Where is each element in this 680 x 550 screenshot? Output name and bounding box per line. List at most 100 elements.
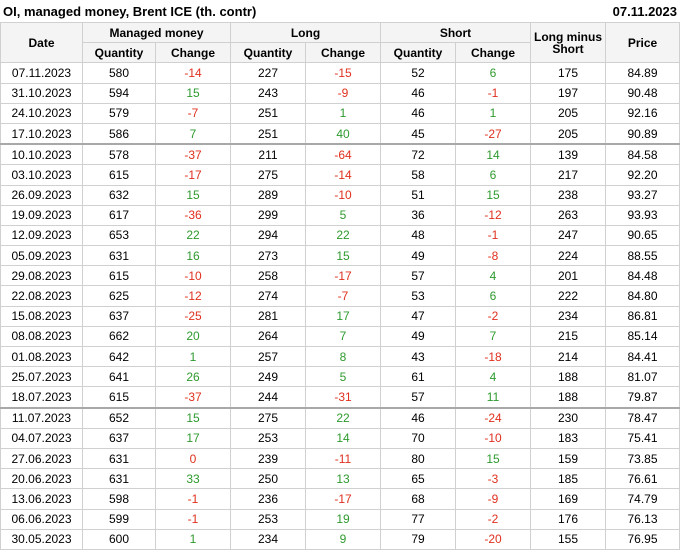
date: 12.09.2023 <box>0 224 83 247</box>
row: 03.10.2023 615 -17 275 -14 58 6 217 92.20 <box>0 164 680 186</box>
long-minus-short: 224 <box>530 245 607 267</box>
short-change: -27 <box>455 122 532 145</box>
price: 84.80 <box>605 285 680 307</box>
row: 12.09.2023 653 22 294 22 48 -1 247 90.65 <box>0 224 680 247</box>
short-change: -24 <box>455 406 532 429</box>
short-quantity: 46 <box>380 406 457 429</box>
row: 11.07.2023 652 15 275 22 46 -24 230 78.47 <box>0 406 680 429</box>
mm-quantity: 653 <box>82 224 156 247</box>
long-quantity: 234 <box>230 528 306 550</box>
date: 03.10.2023 <box>0 164 83 186</box>
date: 26.09.2023 <box>0 184 83 206</box>
mm-quantity: 642 <box>82 345 156 368</box>
mm-quantity: 632 <box>82 184 156 206</box>
short-quantity: 72 <box>380 143 457 166</box>
date: 31.10.2023 <box>0 82 83 104</box>
price: 93.27 <box>605 184 680 206</box>
date: 29.08.2023 <box>0 265 83 287</box>
long-quantity: 299 <box>230 204 306 226</box>
mm-quantity: 637 <box>82 305 156 327</box>
short-quantity: 47 <box>380 305 457 327</box>
long-minus-short: 217 <box>530 164 607 186</box>
long-minus-short: 169 <box>530 488 607 510</box>
date: 05.09.2023 <box>0 245 83 267</box>
long-minus-short: 175 <box>530 62 607 84</box>
price: 84.89 <box>605 62 680 84</box>
row: 06.06.2023 599 -1 253 19 77 -2 176 76.13 <box>0 508 680 530</box>
mm-quantity: 631 <box>82 447 156 470</box>
long-quantity: 257 <box>230 345 306 368</box>
group-header: Long <box>229 21 382 44</box>
long-change: 19 <box>304 508 382 530</box>
long-minus-short: 188 <box>530 366 607 388</box>
mm-quantity: 586 <box>82 122 156 145</box>
mm-change: 17 <box>155 427 231 449</box>
mm-quantity: 578 <box>82 143 156 166</box>
short-quantity: 70 <box>380 427 457 449</box>
row: 19.09.2023 617 -36 299 5 36 -12 263 93.93 <box>0 204 680 226</box>
mm-quantity: 615 <box>82 386 156 409</box>
sub-header: Quantity <box>230 42 306 64</box>
mm-change: 15 <box>155 406 231 429</box>
mm-change: 15 <box>155 184 231 206</box>
long-change: -17 <box>304 488 382 510</box>
short-change: -12 <box>455 204 532 226</box>
long-change: 22 <box>304 406 382 429</box>
mm-change: 20 <box>155 325 231 348</box>
date: 20.06.2023 <box>0 468 83 490</box>
price: 84.58 <box>605 143 680 166</box>
short-change: 4 <box>455 366 532 388</box>
mm-change: 1 <box>155 345 231 368</box>
short-change: -2 <box>455 508 532 530</box>
price: 90.65 <box>605 224 680 247</box>
long-quantity: 281 <box>230 305 306 327</box>
price: 88.55 <box>605 245 680 267</box>
mm-change: 7 <box>155 122 231 145</box>
price: 81.07 <box>605 366 680 388</box>
mm-quantity: 662 <box>82 325 156 348</box>
long-change: 5 <box>304 204 382 226</box>
long-quantity: 258 <box>230 265 306 287</box>
row: 17.10.2023 586 7 251 40 45 -27 205 90.89 <box>0 122 680 145</box>
price: 84.48 <box>605 265 680 287</box>
mm-change: -25 <box>155 305 231 327</box>
short-quantity: 48 <box>380 224 457 247</box>
mm-change: -12 <box>155 285 231 307</box>
long-quantity: 273 <box>230 245 306 267</box>
short-change: 6 <box>455 62 532 84</box>
long-quantity: 236 <box>230 488 306 510</box>
long-quantity: 289 <box>230 184 306 206</box>
price: 73.85 <box>605 447 680 470</box>
long-change: -14 <box>304 164 382 186</box>
short-change: 15 <box>455 447 532 470</box>
long-minus-short: 205 <box>530 102 607 124</box>
short-quantity: 51 <box>380 184 457 206</box>
sub-header: Change <box>455 42 532 64</box>
short-change: -2 <box>455 305 532 327</box>
row: 15.08.2023 637 -25 281 17 47 -2 234 86.81 <box>0 305 680 327</box>
table-body: 07.11.2023 580 -14 227 -15 52 6 175 84.89 31.10.2… <box>0 62 680 550</box>
mm-change: -36 <box>155 204 231 226</box>
short-quantity: 53 <box>380 285 457 307</box>
long-quantity: 251 <box>230 102 306 124</box>
date: 04.07.2023 <box>0 427 83 449</box>
long-change: 7 <box>304 325 382 348</box>
date: 07.11.2023 <box>0 62 83 84</box>
long-change: 17 <box>304 305 382 327</box>
long-minus-short: 222 <box>530 285 607 307</box>
mm-change: 26 <box>155 366 231 388</box>
long-change: -15 <box>304 62 382 84</box>
row: 18.07.2023 615 -37 244 -31 57 11 188 79.87 <box>0 386 680 409</box>
long-change: -11 <box>304 447 382 470</box>
long-minus-short: 176 <box>530 508 607 530</box>
long-minus-short: 188 <box>530 386 607 409</box>
mm-quantity: 631 <box>82 468 156 490</box>
row: 01.08.2023 642 1 257 8 43 -18 214 84.41 <box>0 345 680 368</box>
mm-quantity: 579 <box>82 102 156 124</box>
row: 30.05.2023 600 1 234 9 79 -20 155 76.95 <box>0 528 680 550</box>
date: 08.08.2023 <box>0 325 83 348</box>
mm-change: 33 <box>155 468 231 490</box>
long-change: -64 <box>304 143 382 166</box>
long-change: -17 <box>304 265 382 287</box>
price: 90.48 <box>605 82 680 104</box>
